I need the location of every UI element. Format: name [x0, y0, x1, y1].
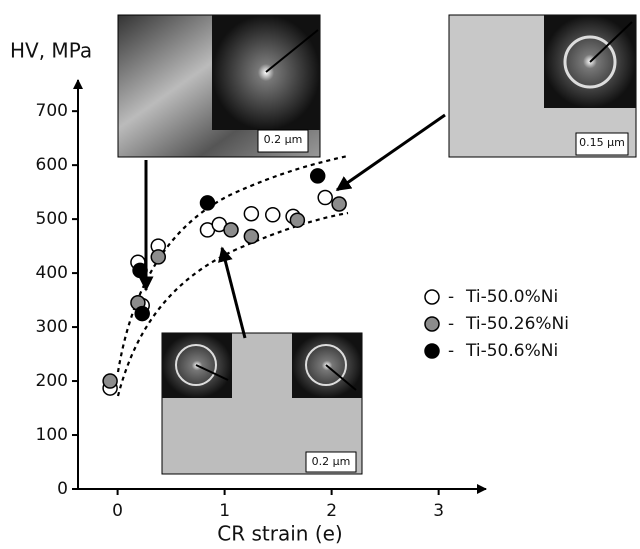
y-tick-label: 500	[36, 209, 68, 229]
y-tick-label: 400	[36, 263, 68, 283]
scale-bar-label: 0.15 μm	[579, 136, 625, 149]
legend-marker	[425, 317, 439, 331]
data-point	[133, 263, 147, 277]
data-point	[332, 197, 346, 211]
legend-label: Ti-50.6%Ni	[465, 341, 558, 361]
legend-dash: -	[448, 314, 454, 334]
micrograph: 0.15 μm	[449, 15, 636, 157]
arrow	[222, 248, 245, 338]
chart: 0.2 μm 0.15 μm 0.2 μm HV, MPa CR strain …	[0, 0, 640, 549]
x-tick-label: 3	[433, 501, 444, 521]
x-axis-label: CR strain (e)	[217, 522, 342, 546]
y-axis-label: HV, MPa	[10, 39, 92, 63]
arrow	[337, 115, 445, 190]
legend: -Ti-50.0%Ni-Ti-50.26%Ni-Ti-50.6%Ni	[425, 287, 569, 361]
x-tick-label: 2	[326, 501, 337, 521]
data-point	[135, 307, 149, 321]
x-tick-label: 1	[219, 501, 230, 521]
data-point	[311, 169, 325, 183]
scale-bar-label: 0.2 μm	[264, 133, 303, 146]
y-tick-label: 200	[36, 371, 68, 391]
micrograph: 0.2 μm	[118, 15, 320, 157]
y-tick-label: 700	[36, 101, 68, 121]
y-tick-label: 600	[36, 155, 68, 175]
data-point	[200, 196, 214, 210]
legend-label: Ti-50.26%Ni	[465, 314, 569, 334]
data-point	[266, 208, 280, 222]
y-tick-label: 100	[36, 425, 68, 445]
scale-bar-label: 0.2 μm	[312, 455, 351, 468]
legend-label: Ti-50.0%Ni	[465, 287, 558, 307]
data-point	[103, 374, 117, 388]
x-tick-label: 0	[112, 501, 123, 521]
y-tick-label: 300	[36, 317, 68, 337]
legend-dash: -	[448, 287, 454, 307]
data-point	[244, 229, 258, 243]
data-point	[290, 213, 304, 227]
legend-marker	[425, 344, 439, 358]
micrograph: 0.2 μm	[162, 333, 362, 474]
data-point	[151, 250, 165, 264]
data-point	[224, 223, 238, 237]
legend-dash: -	[448, 341, 454, 361]
data-point	[244, 207, 258, 221]
legend-marker	[425, 290, 439, 304]
y-tick-label: 0	[57, 479, 68, 499]
data-point	[318, 191, 332, 205]
